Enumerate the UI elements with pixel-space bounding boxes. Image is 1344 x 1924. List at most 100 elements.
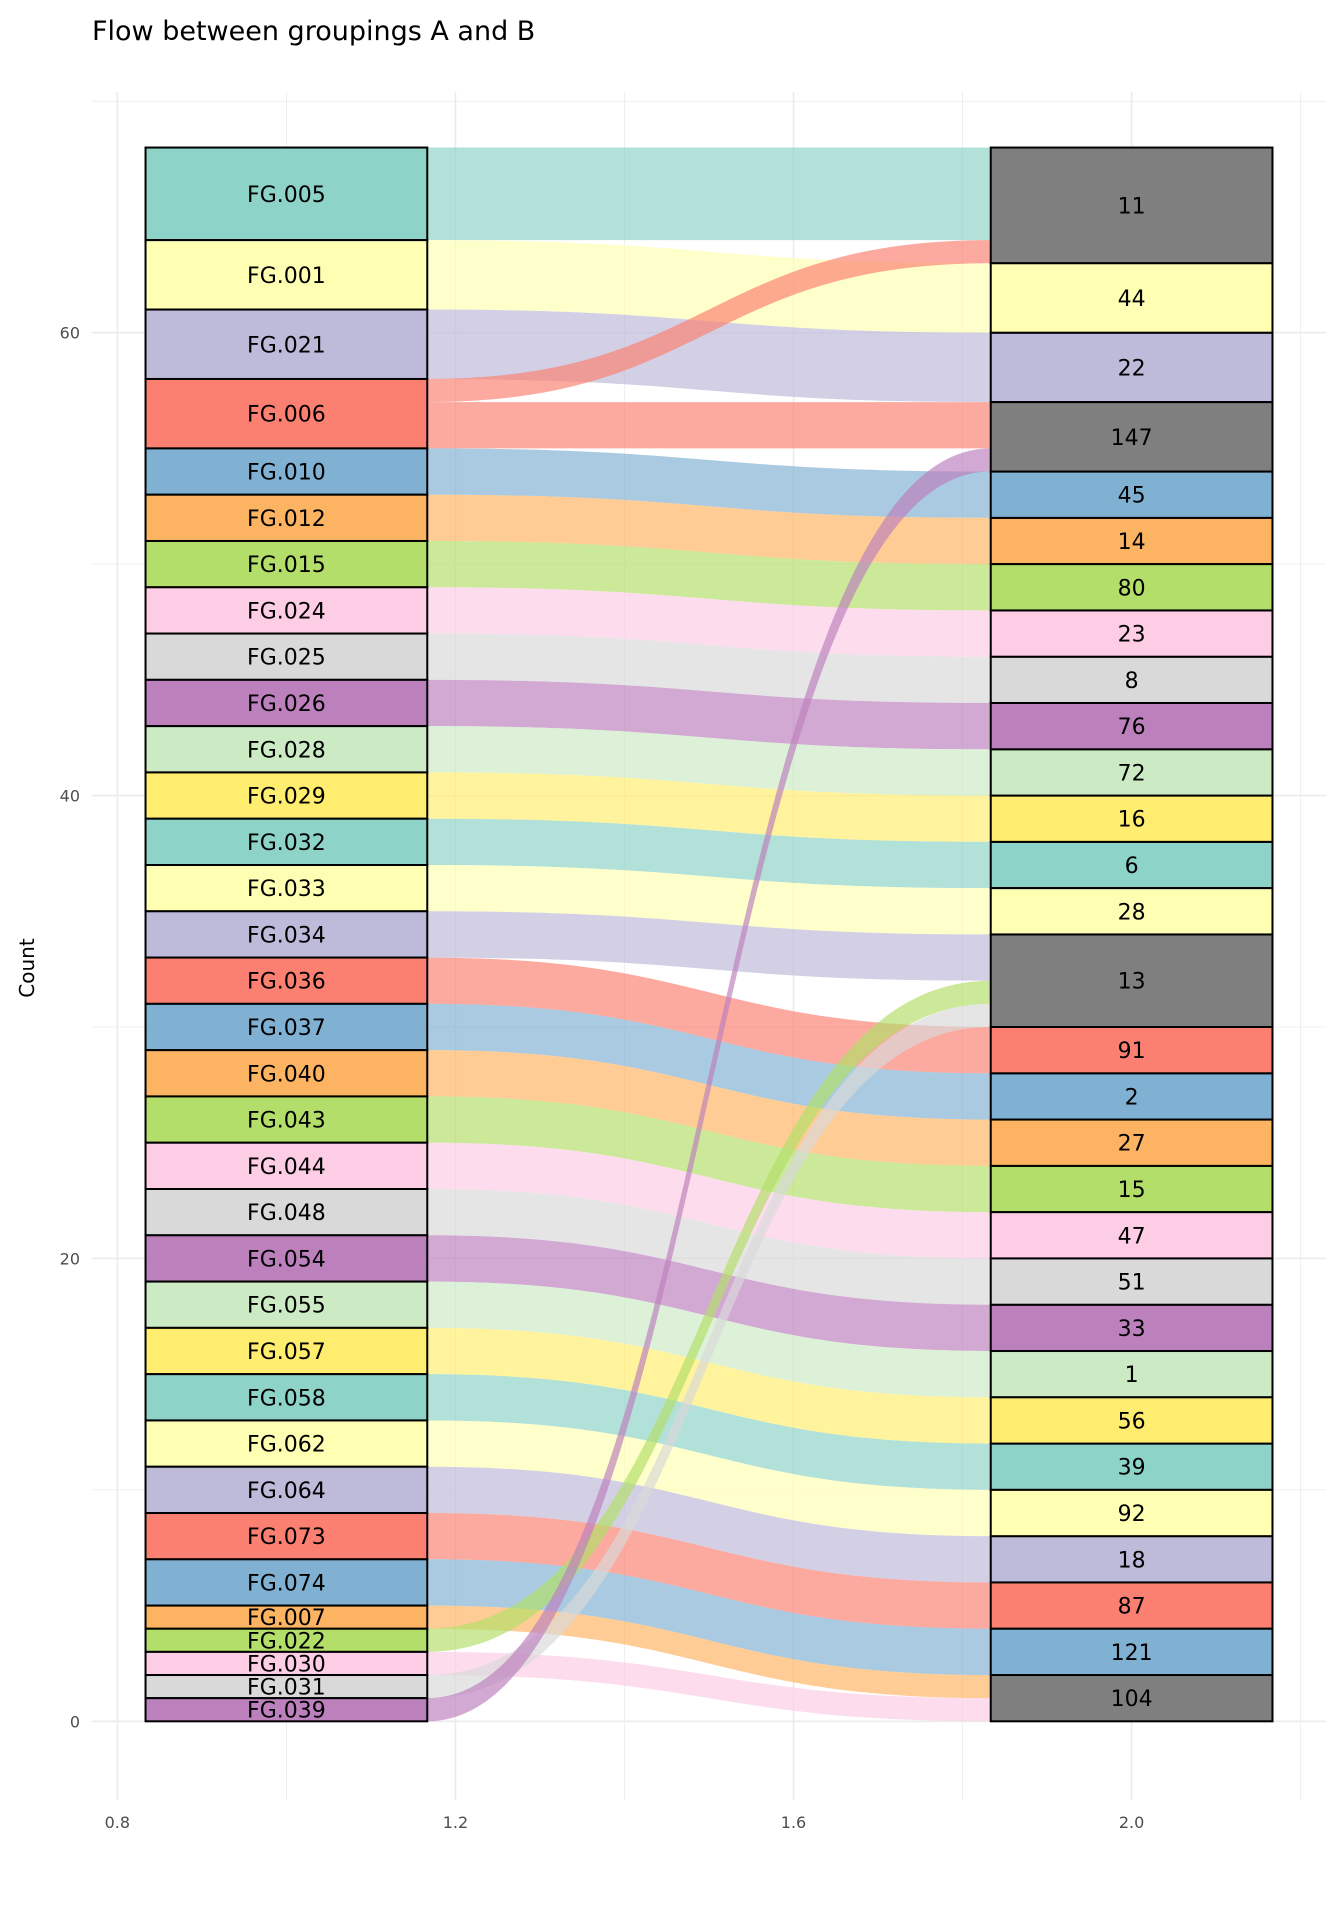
- left-stratum-box: [144, 1049, 429, 1098]
- x-tick-label: 1.6: [781, 1813, 806, 1832]
- left-stratum: FG.040: [144, 1049, 429, 1098]
- left-stratum: FG.024: [144, 586, 429, 635]
- left-stratum: FG.012: [144, 493, 429, 542]
- left-stratum-label: FG.015: [247, 553, 326, 578]
- left-stratum-label: FG.006: [247, 403, 326, 428]
- right-stratum-box: [989, 1303, 1274, 1353]
- left-stratum-label: FG.025: [247, 646, 326, 671]
- right-stratum: 87: [989, 1581, 1274, 1630]
- right-stratum: 39: [989, 1442, 1274, 1491]
- left-stratum-label: FG.054: [247, 1247, 326, 1272]
- right-stratum: 16: [989, 794, 1274, 843]
- left-stratum: FG.039: [144, 1697, 429, 1724]
- left-stratum: FG.058: [144, 1373, 429, 1422]
- right-stratum-label: 45: [1118, 484, 1146, 509]
- right-stratum: 80: [989, 563, 1274, 612]
- left-stratum: FG.005: [144, 146, 429, 242]
- flow-FG.036-to-91: [427, 957, 991, 1074]
- right-stratum-box: [989, 401, 1274, 473]
- right-stratum-label: 44: [1118, 287, 1146, 312]
- right-stratum-label: 28: [1118, 900, 1146, 925]
- y-tick-label: 0: [70, 1712, 80, 1731]
- right-stratum: 121: [989, 1627, 1274, 1677]
- right-stratum: 22: [989, 331, 1274, 404]
- left-stratum-box: [144, 1141, 429, 1191]
- left-stratum: FG.074: [144, 1558, 429, 1607]
- right-stratum: 44: [989, 262, 1274, 334]
- left-stratum-label: FG.010: [247, 461, 326, 486]
- right-stratum: 11: [989, 146, 1274, 265]
- right-stratum-label: 72: [1118, 761, 1146, 786]
- left-stratum-box: [144, 1234, 429, 1283]
- y-tick-label: 60: [60, 324, 80, 343]
- left-stratum-label: FG.012: [247, 507, 326, 532]
- left-stratum-label: FG.039: [247, 1699, 326, 1724]
- chart-title: Flow between groupings A and B: [92, 16, 535, 47]
- left-stratum: FG.032: [144, 817, 429, 866]
- right-stratum: 28: [989, 887, 1274, 936]
- left-stratum-box: [144, 1465, 429, 1515]
- right-stratum-box: [989, 1164, 1274, 1214]
- left-stratum-label: FG.058: [247, 1386, 326, 1411]
- y-tick-label: 40: [60, 787, 80, 806]
- right-stratum-box: [989, 331, 1274, 404]
- right-stratum: 27: [989, 1118, 1274, 1167]
- left-stratum-label: FG.028: [247, 738, 326, 763]
- flow-FG.062-to-92: [427, 1420, 991, 1537]
- right-stratum-label: 16: [1118, 808, 1146, 833]
- left-stratum-box: [144, 539, 429, 589]
- left-stratum-box: [144, 1558, 429, 1607]
- left-stratum-box: [144, 956, 429, 1005]
- left-stratum: FG.037: [144, 1002, 429, 1052]
- left-stratum-box: [144, 146, 429, 242]
- right-stratum-label: 121: [1111, 1641, 1153, 1666]
- flow-FG.040-to-27: [427, 1050, 991, 1166]
- right-stratum-label: 18: [1118, 1548, 1146, 1573]
- left-stratum-label: FG.001: [247, 264, 326, 289]
- right-stratum: 91: [989, 1026, 1274, 1075]
- flow-FG.007-to-104: [427, 1605, 991, 1699]
- left-stratum-box: [144, 678, 429, 728]
- right-stratum-box: [989, 563, 1274, 612]
- flow-FG.034-to-13: [427, 911, 991, 981]
- left-stratum-box: [144, 1188, 429, 1237]
- flow-FG.028-to-72: [427, 726, 991, 796]
- right-stratum-label: 91: [1118, 1039, 1146, 1064]
- right-stratum-label: 11: [1118, 194, 1146, 219]
- flow-FG.026-to-76: [427, 679, 991, 750]
- right-stratum-box: [989, 1627, 1274, 1677]
- flow-FG.029-to-16: [427, 772, 991, 842]
- right-stratum-box: [989, 1211, 1274, 1260]
- right-stratum-label: 104: [1111, 1687, 1153, 1712]
- left-stratum-box: [144, 817, 429, 866]
- flow-FG.058-to-39: [427, 1374, 991, 1490]
- right-stratum-label: 22: [1118, 356, 1146, 381]
- flow-FG.064-to-18: [427, 1466, 991, 1583]
- left-stratum: FG.010: [144, 447, 429, 496]
- flow-FG.055-to-1: [427, 1281, 991, 1398]
- left-stratum-label: FG.005: [247, 183, 326, 208]
- right-stratum-box: [989, 470, 1274, 519]
- right-stratum-box: [989, 701, 1274, 751]
- left-stratum-box: [144, 632, 429, 681]
- left-stratum: FG.028: [144, 725, 429, 774]
- right-stratum: 104: [989, 1674, 1274, 1723]
- left-stratum-label: FG.026: [247, 692, 326, 717]
- flow-FG.006-to-147: [427, 402, 991, 449]
- right-stratum-box: [989, 1118, 1274, 1167]
- right-stratum: 8: [989, 655, 1274, 704]
- right-stratum-label: 56: [1118, 1409, 1146, 1434]
- right-stratum-box: [989, 262, 1274, 334]
- left-stratum: FG.001: [144, 239, 429, 311]
- right-stratum-label: 47: [1118, 1224, 1146, 1249]
- flow-FG.032-to-6: [427, 818, 991, 889]
- left-stratum-label: FG.064: [247, 1479, 326, 1504]
- right-stratum: 33: [989, 1303, 1274, 1353]
- flow-FG.010-to-45: [427, 448, 991, 518]
- right-stratum-box: [989, 1350, 1274, 1399]
- flow-FG.039-to-147: [427, 448, 991, 1722]
- left-stratum: FG.015: [144, 539, 429, 589]
- left-stratum-label: FG.029: [247, 785, 326, 810]
- right-stratum: 14: [989, 516, 1274, 566]
- left-stratum-box: [144, 1373, 429, 1422]
